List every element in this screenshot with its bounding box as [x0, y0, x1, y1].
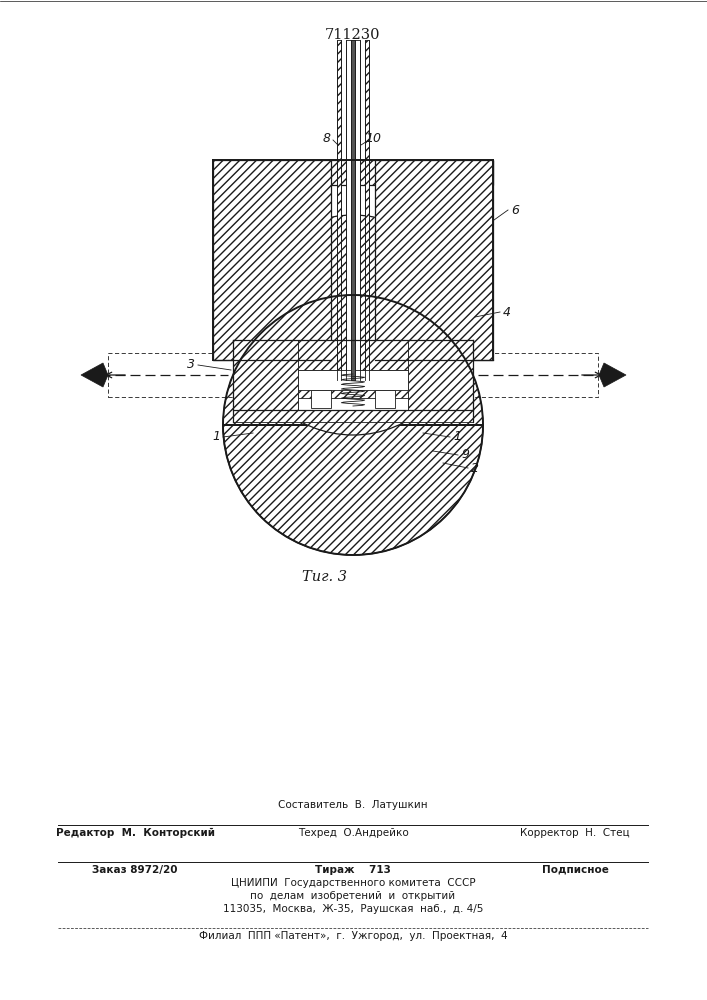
- Text: Редактор  М.  Конторский: Редактор М. Конторский: [56, 828, 214, 838]
- Bar: [375, 390, 395, 408]
- Polygon shape: [233, 340, 298, 410]
- Bar: [346, 40, 360, 380]
- Polygon shape: [223, 295, 483, 425]
- Polygon shape: [81, 363, 108, 387]
- Text: Τиг. 3: Τиг. 3: [303, 570, 348, 584]
- Bar: [311, 390, 331, 408]
- Polygon shape: [213, 160, 331, 360]
- Text: Корректор  Н.  Стец: Корректор Н. Стец: [520, 828, 630, 838]
- Text: 10: 10: [365, 131, 381, 144]
- Text: Подписное: Подписное: [542, 865, 609, 875]
- Polygon shape: [223, 425, 483, 555]
- Polygon shape: [375, 160, 493, 360]
- Polygon shape: [233, 410, 473, 422]
- Text: 711230: 711230: [325, 28, 381, 42]
- Text: Филиал  ППП «Патент»,  г.  Ужгород,  ул.  Проектная,  4: Филиал ППП «Патент», г. Ужгород, ул. Про…: [199, 931, 508, 941]
- Bar: [298, 390, 408, 398]
- Text: 1: 1: [212, 430, 220, 444]
- Text: Заказ 8972/20: Заказ 8972/20: [92, 865, 177, 875]
- Text: 2: 2: [471, 462, 479, 475]
- Polygon shape: [408, 340, 473, 410]
- Text: 6: 6: [511, 204, 519, 217]
- Bar: [298, 370, 408, 410]
- Polygon shape: [298, 340, 408, 370]
- Text: Тираж    713: Тираж 713: [315, 865, 391, 875]
- Bar: [351, 40, 355, 380]
- Polygon shape: [599, 363, 626, 387]
- Text: 8: 8: [323, 131, 331, 144]
- Text: 3: 3: [187, 359, 195, 371]
- Circle shape: [243, 215, 463, 435]
- Text: ЦНИИПИ  Государственного комитета  СССР: ЦНИИПИ Государственного комитета СССР: [230, 878, 475, 888]
- Text: по  делам  изобретений  и  открытий: по делам изобретений и открытий: [250, 891, 455, 901]
- Text: Составитель  В.  Латушкин: Составитель В. Латушкин: [278, 800, 428, 810]
- Text: 113035,  Москва,  Ж-35,  Раушская  наб.,  д. 4/5: 113035, Москва, Ж-35, Раушская наб., д. …: [223, 904, 483, 914]
- Text: 4: 4: [503, 306, 511, 318]
- Text: Техред  О.Андрейко: Техред О.Андрейко: [298, 828, 409, 838]
- Text: 1: 1: [453, 430, 461, 444]
- Polygon shape: [213, 160, 493, 185]
- Polygon shape: [337, 40, 341, 380]
- Text: 9: 9: [461, 448, 469, 462]
- Polygon shape: [365, 40, 369, 380]
